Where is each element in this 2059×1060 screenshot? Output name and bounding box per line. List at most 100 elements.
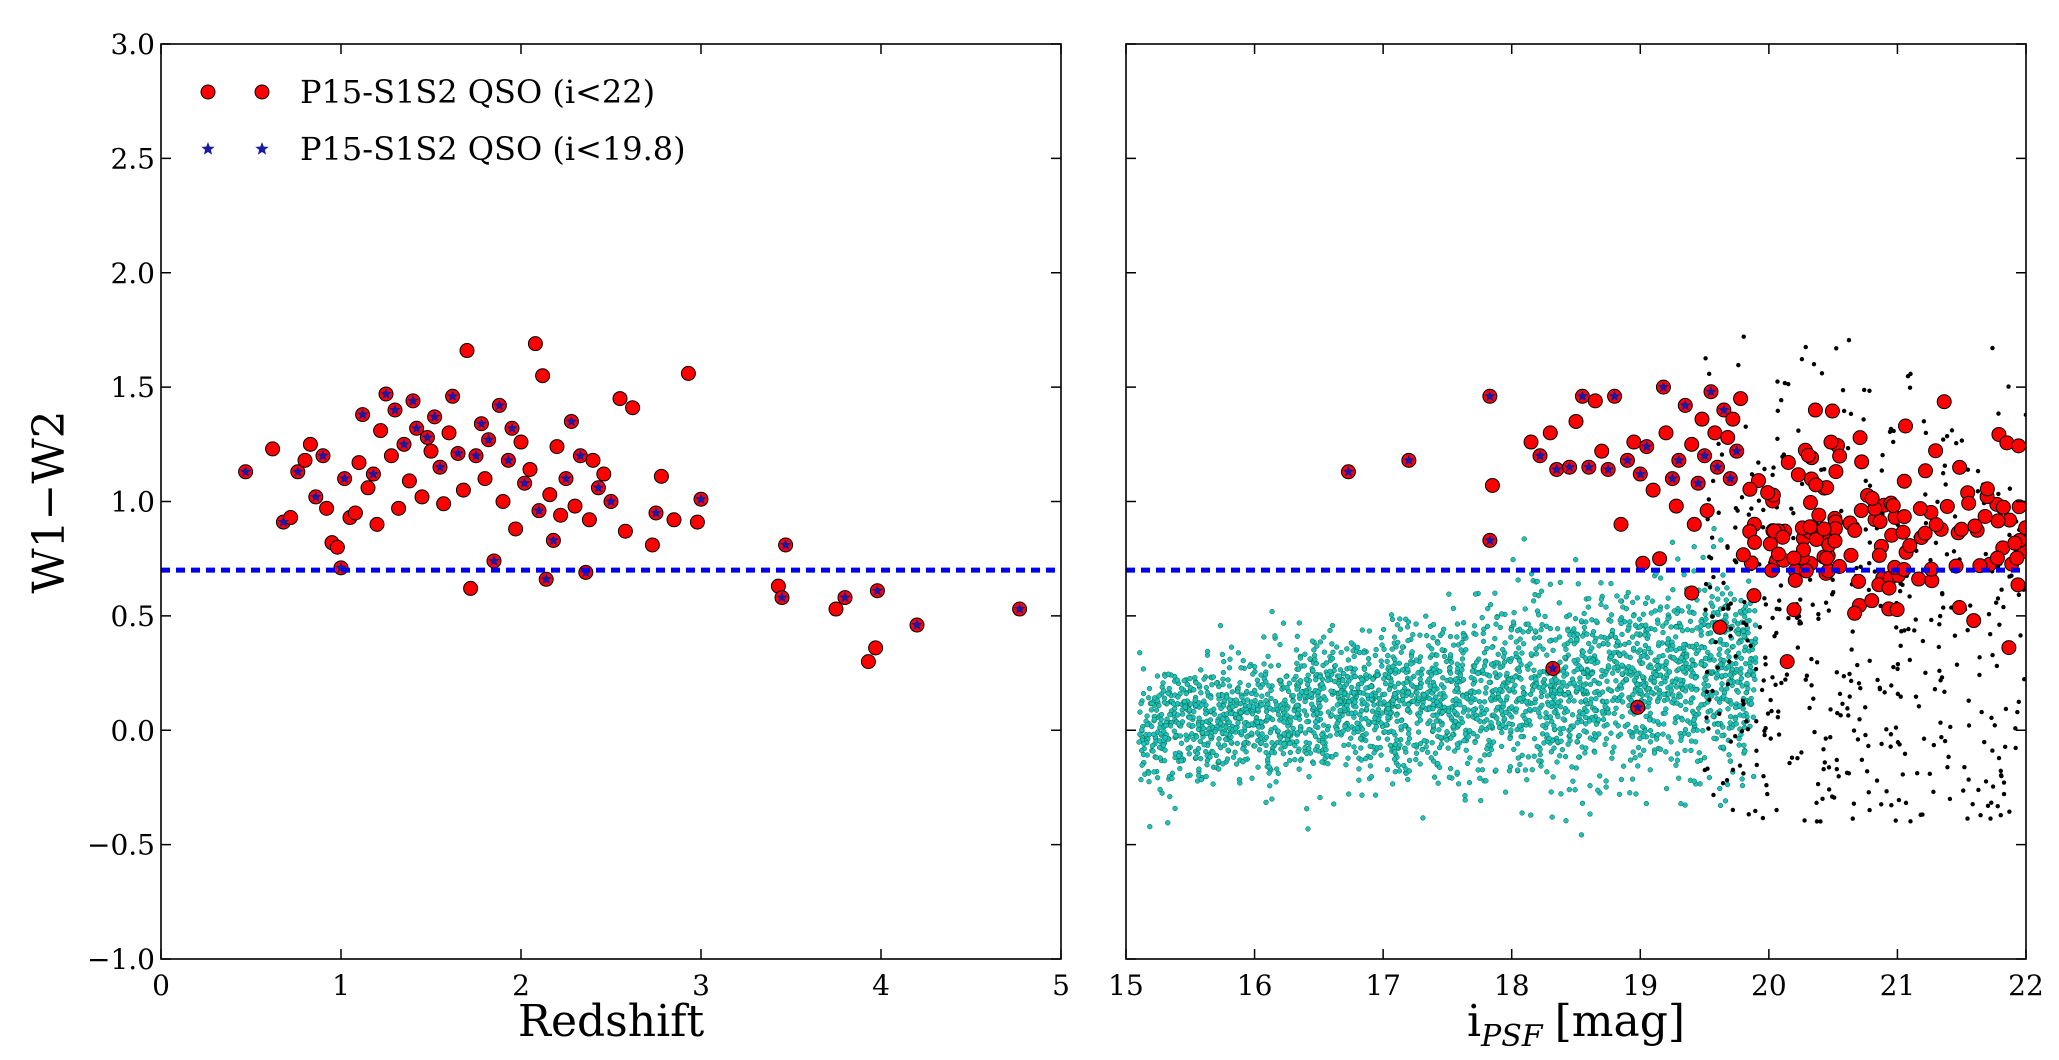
star-point: [1311, 647, 1317, 653]
faint-object-point: [1754, 748, 1759, 753]
bright-qso-star: [1534, 449, 1546, 461]
star-point: [1216, 702, 1222, 708]
bright-qso-star: [1576, 390, 1589, 402]
star-point: [1581, 682, 1587, 688]
faint-object-point: [1856, 681, 1862, 686]
star-point: [1520, 685, 1526, 691]
faint-object-point: [1749, 472, 1755, 477]
star-point: [1356, 766, 1362, 772]
faint-object-point: [2016, 699, 2021, 705]
star-point: [1619, 662, 1625, 668]
faint-object-point: [1882, 690, 1887, 695]
faint-object-point: [1944, 552, 1950, 557]
star-point: [1429, 740, 1435, 746]
star-point: [1687, 618, 1694, 624]
star-point: [1156, 744, 1163, 751]
star-point: [1592, 707, 1598, 714]
star-point: [1303, 689, 1309, 695]
star-point: [1162, 735, 1169, 741]
faint-object-point: [1803, 344, 1808, 350]
faint-object-point: [1706, 497, 1712, 502]
star-point: [1668, 739, 1674, 745]
star-point: [1323, 697, 1329, 703]
faint-object-point: [1989, 800, 1994, 805]
star-point: [1605, 710, 1612, 716]
faint-object-point: [1791, 510, 1796, 516]
star-point: [1619, 671, 1625, 677]
star-point: [1752, 655, 1759, 661]
star-point: [1484, 623, 1491, 630]
star-point: [1649, 598, 1656, 604]
star-point: [1306, 774, 1312, 780]
star-point: [1390, 781, 1396, 787]
faint-object-point: [1720, 780, 1726, 786]
star-point: [1717, 636, 1724, 643]
star-point: [1355, 685, 1361, 691]
star-point: [1544, 769, 1550, 775]
qso-point: [1787, 572, 1803, 588]
star-point: [1404, 679, 1410, 685]
star-point: [1538, 588, 1545, 594]
faint-object-point: [1768, 697, 1773, 703]
star-point: [1571, 680, 1577, 686]
star-point: [1330, 649, 1336, 655]
star-point: [1616, 652, 1623, 658]
star-point: [1640, 611, 1647, 617]
star-point: [1506, 721, 1512, 727]
star-point: [1718, 537, 1724, 543]
faint-object-point: [1783, 677, 1788, 682]
star-point: [1533, 651, 1539, 657]
qso-point: [1712, 619, 1728, 635]
faint-object-point: [1990, 784, 1996, 789]
star-point: [1460, 676, 1467, 683]
faint-object-point: [2006, 384, 2011, 389]
star-point: [1389, 616, 1396, 623]
star-point: [1244, 697, 1250, 703]
bright-qso-star: [446, 390, 459, 402]
star-point: [1727, 591, 1734, 597]
bright-qso-star: [547, 534, 560, 546]
star-point: [1472, 739, 1478, 746]
qso-point: [1684, 436, 1700, 452]
faint-object-point: [1840, 387, 1846, 393]
star-point: [1481, 710, 1487, 717]
star-point: [1534, 578, 1540, 585]
star-point: [1543, 710, 1549, 716]
star-point: [1336, 673, 1342, 679]
faint-object-point: [2018, 633, 2023, 638]
faint-object-point: [1838, 713, 1843, 718]
star-point: [1240, 657, 1246, 664]
bright-qso-star: [398, 438, 410, 450]
star-point: [1593, 733, 1599, 739]
star-point: [1612, 634, 1619, 641]
qso-point: [1979, 481, 1995, 497]
faint-object-point: [1840, 701, 1845, 706]
bright-qso-star: [1632, 701, 1644, 713]
bright-qso-star: [560, 472, 572, 484]
redshift-panel: 0 1 2 3 4 5−1.0−0.50.00.51.01.52.02.53.0 Reds…: [24, 28, 1070, 1047]
star-point: [1493, 767, 1499, 773]
faint-object-point: [1893, 725, 1899, 730]
star-point: [1148, 707, 1155, 713]
star-point: [1145, 770, 1152, 776]
faint-object-point: [1745, 727, 1751, 732]
star-point: [1297, 757, 1304, 763]
star-point: [1188, 701, 1194, 707]
bright-qso-star: [277, 516, 290, 527]
star-point: [1225, 747, 1231, 753]
star-point: [1500, 722, 1506, 728]
star-point: [1629, 665, 1635, 671]
qso-point: [1658, 425, 1674, 441]
faint-object-point: [1711, 574, 1716, 580]
star-point: [1538, 626, 1544, 633]
star-point: [1748, 700, 1755, 707]
star-point: [1644, 595, 1651, 601]
star-point: [1287, 718, 1294, 724]
star-point: [1738, 675, 1745, 682]
faint-object-point: [1741, 771, 1746, 776]
star-point: [1141, 741, 1147, 747]
star-point: [1595, 659, 1601, 665]
star-point: [1643, 622, 1649, 628]
bright-qso-star: [574, 449, 587, 461]
faint-object-point: [1721, 606, 1726, 612]
